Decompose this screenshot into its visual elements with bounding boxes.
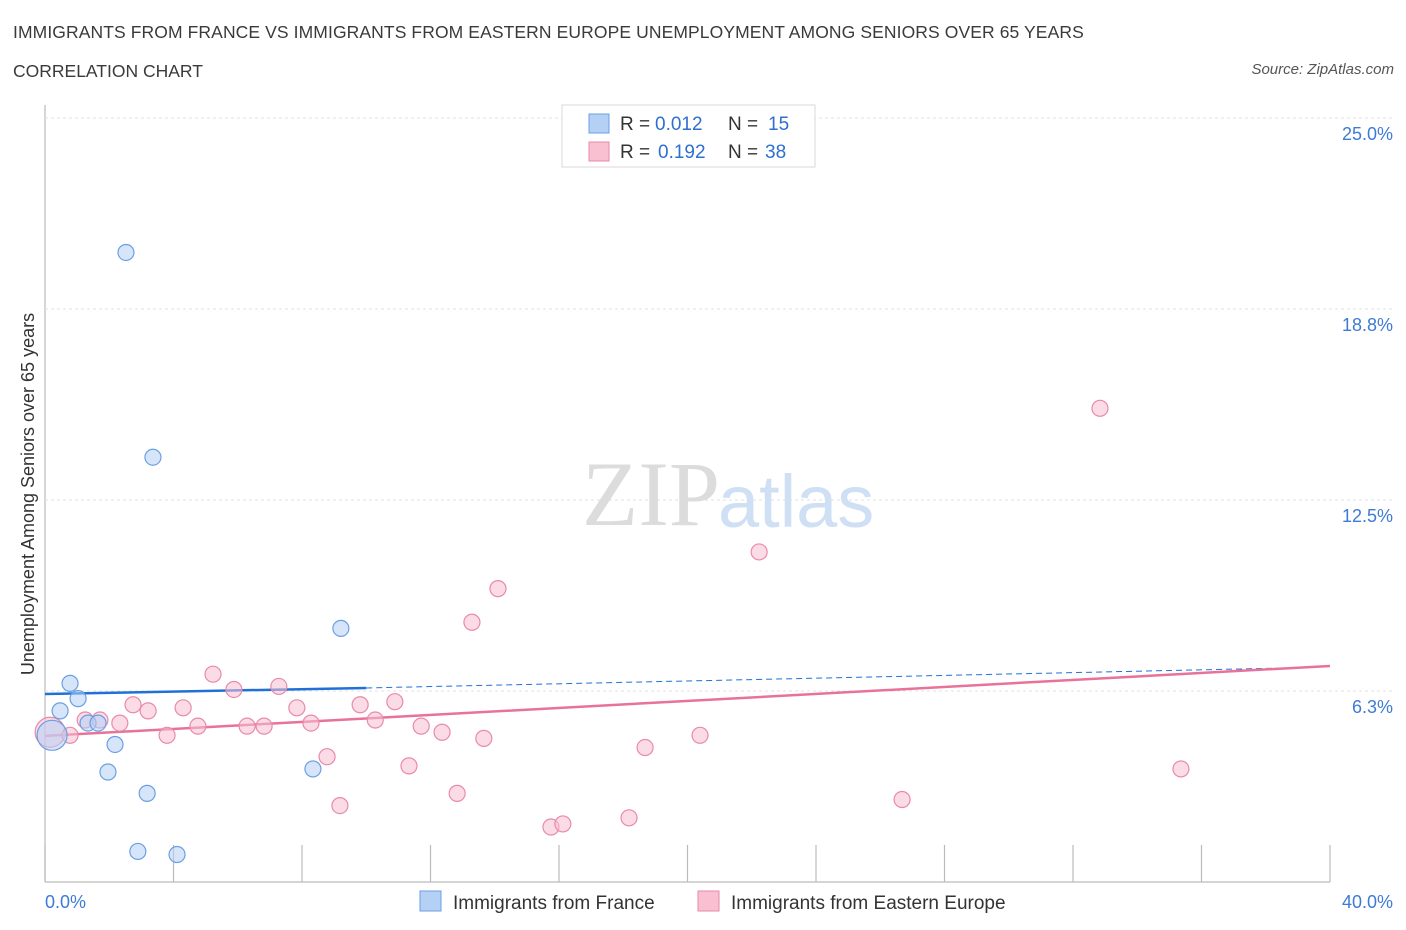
watermark-atlas: atlas	[718, 460, 874, 543]
point-eastern-europe	[400, 757, 418, 775]
point-eastern-europe	[691, 726, 709, 744]
source-label: Source: ZipAtlas.com	[1251, 61, 1394, 78]
point-eastern-europe	[174, 699, 192, 717]
chart-subtitle: CORRELATION CHART	[13, 61, 203, 81]
x-tick-label-min: 0.0%	[45, 892, 86, 912]
point-france	[117, 243, 135, 262]
trend-line-france-extrapolated	[366, 667, 1282, 689]
y-axis-label: Unemployment Among Seniors over 65 years	[18, 313, 38, 675]
trend-line-eastern-europe	[44, 664, 1331, 738]
point-eastern-europe	[1091, 399, 1109, 417]
stats-legend: R = 0.012 N = 15 R = 0.192 N = 38	[561, 104, 816, 168]
legend-swatch-eastern-europe	[588, 141, 610, 162]
point-eastern-europe	[636, 738, 654, 757]
point-france	[36, 719, 68, 751]
point-france	[144, 448, 162, 466]
point-eastern-europe	[331, 796, 349, 815]
legend-n-value-eastern-europe: 38	[765, 142, 786, 163]
legend-r-value-eastern-europe: 0.192	[658, 142, 706, 163]
point-eastern-europe	[225, 680, 243, 699]
point-france	[89, 714, 107, 732]
x-tick-label-max: 40.0%	[1342, 892, 1393, 912]
point-eastern-europe	[1172, 760, 1190, 778]
point-france	[69, 690, 87, 708]
point-eastern-europe	[351, 696, 369, 714]
point-eastern-europe	[270, 677, 288, 696]
point-eastern-europe	[433, 723, 451, 741]
point-france	[304, 760, 322, 778]
watermark-zip: ZIP	[582, 443, 720, 545]
point-eastern-europe	[204, 665, 222, 683]
point-france	[106, 735, 124, 754]
point-eastern-europe	[139, 702, 157, 720]
legend-swatch-france	[419, 890, 442, 912]
y-tick-label: 25.0%	[1342, 124, 1393, 144]
point-eastern-europe	[288, 699, 306, 717]
point-eastern-europe	[750, 543, 768, 561]
point-france	[168, 845, 186, 864]
point-eastern-europe	[255, 717, 273, 735]
point-eastern-europe	[318, 748, 336, 766]
y-tick-label: 18.8%	[1342, 315, 1393, 335]
y-tick-label: 12.5%	[1342, 506, 1393, 526]
point-eastern-europe	[366, 711, 384, 729]
point-eastern-europe	[448, 784, 466, 802]
point-france	[332, 619, 350, 637]
legend-r-label: R =	[620, 142, 650, 163]
point-eastern-europe	[463, 613, 481, 631]
point-france	[51, 702, 69, 720]
legend-n-value-france: 15	[768, 114, 789, 135]
point-eastern-europe	[189, 717, 207, 735]
point-eastern-europe	[620, 809, 638, 827]
point-france	[61, 674, 79, 692]
point-eastern-europe	[111, 714, 129, 732]
point-eastern-europe	[302, 714, 320, 732]
point-eastern-europe	[475, 729, 493, 747]
series-legend: Immigrants from France Immigrants from E…	[419, 890, 1006, 914]
legend-n-label: N =	[728, 114, 758, 135]
legend-n-label: N =	[728, 142, 758, 163]
trend-line-france	[44, 686, 367, 696]
point-eastern-europe	[554, 815, 572, 833]
point-eastern-europe	[893, 790, 911, 809]
point-france	[99, 763, 117, 781]
point-eastern-europe	[386, 693, 404, 711]
point-eastern-europe	[158, 726, 176, 744]
point-eastern-europe	[412, 717, 430, 735]
chart-title: IMMIGRANTS FROM FRANCE VS IMMIGRANTS FRO…	[13, 22, 1084, 42]
point-eastern-europe	[489, 580, 507, 598]
point-france	[138, 784, 156, 802]
legend-label-france: Immigrants from France	[453, 893, 655, 914]
legend-r-value-france: 0.012	[655, 114, 703, 135]
point-eastern-europe	[124, 696, 142, 714]
point-france	[129, 842, 147, 861]
y-tick-label: 6.3%	[1352, 697, 1393, 717]
legend-swatch-eastern-europe	[697, 890, 720, 912]
legend-label-eastern-europe: Immigrants from Eastern Europe	[731, 893, 1006, 914]
legend-r-label: R =	[620, 114, 650, 135]
point-eastern-europe	[238, 717, 256, 735]
legend-swatch-france	[588, 113, 610, 134]
